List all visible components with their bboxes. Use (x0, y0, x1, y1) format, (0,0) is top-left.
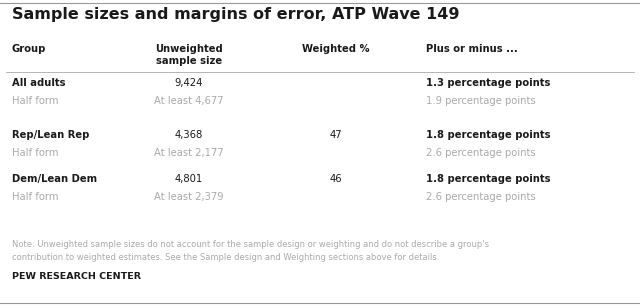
Text: 1.8 percentage points: 1.8 percentage points (426, 174, 550, 184)
Text: 1.3 percentage points: 1.3 percentage points (426, 78, 550, 88)
Text: 1.8 percentage points: 1.8 percentage points (426, 130, 550, 140)
Text: 4,801: 4,801 (175, 174, 203, 184)
Text: 9,424: 9,424 (175, 78, 203, 88)
Text: Plus or minus ...: Plus or minus ... (426, 44, 517, 54)
Text: Unweighted
sample size: Unweighted sample size (155, 44, 223, 66)
Text: 47: 47 (330, 130, 342, 140)
Text: At least 2,177: At least 2,177 (154, 148, 223, 158)
Text: Weighted %: Weighted % (302, 44, 370, 54)
Text: Rep/Lean Rep: Rep/Lean Rep (12, 130, 89, 140)
Text: Group: Group (12, 44, 46, 54)
Text: Half form: Half form (12, 148, 58, 158)
Text: 2.6 percentage points: 2.6 percentage points (426, 148, 535, 158)
Text: PEW RESEARCH CENTER: PEW RESEARCH CENTER (12, 272, 141, 281)
Text: All adults: All adults (12, 78, 65, 88)
Text: At least 4,677: At least 4,677 (154, 96, 223, 106)
Text: 2.6 percentage points: 2.6 percentage points (426, 192, 535, 202)
Text: Note: Unweighted sample sizes do not account for the sample design or weighting : Note: Unweighted sample sizes do not acc… (12, 240, 489, 262)
Text: At least 2,379: At least 2,379 (154, 192, 223, 202)
Text: 46: 46 (330, 174, 342, 184)
Text: Dem/Lean Dem: Dem/Lean Dem (12, 174, 97, 184)
Text: Half form: Half form (12, 96, 58, 106)
Text: Half form: Half form (12, 192, 58, 202)
Text: Sample sizes and margins of error, ATP Wave 149: Sample sizes and margins of error, ATP W… (12, 7, 459, 22)
Text: 4,368: 4,368 (175, 130, 203, 140)
Text: 1.9 percentage points: 1.9 percentage points (426, 96, 535, 106)
